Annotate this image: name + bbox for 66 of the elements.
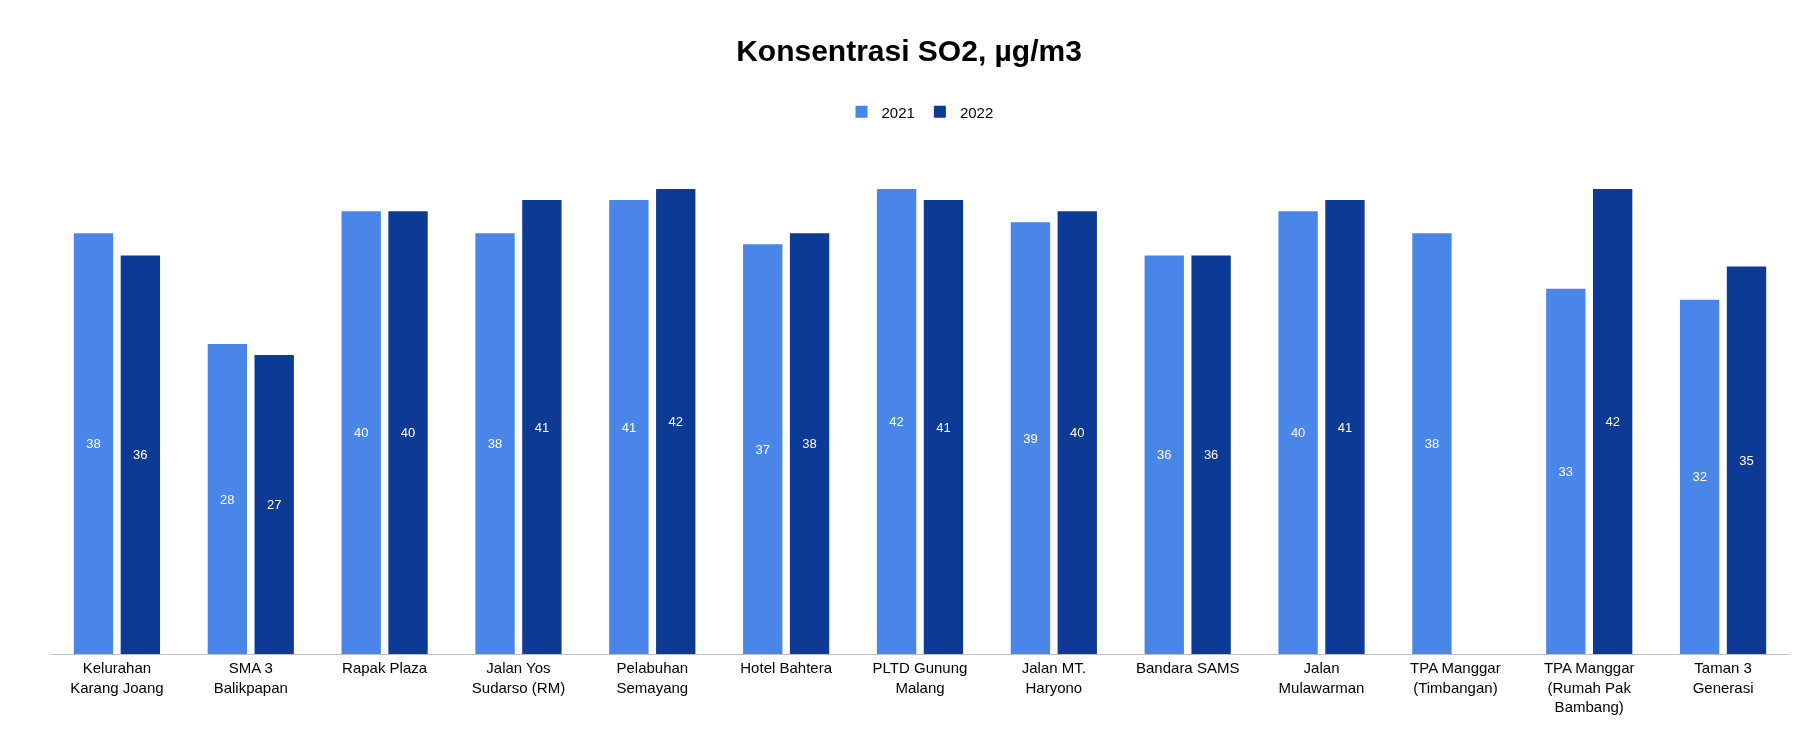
data-label: 38	[1424, 436, 1440, 452]
x-tick-label: Rapak Plaza	[342, 659, 428, 676]
data-label: 38	[487, 436, 503, 452]
bar	[254, 355, 294, 654]
data-label: 37	[755, 441, 770, 457]
bar	[656, 189, 696, 654]
bar	[1592, 189, 1633, 654]
bar	[522, 200, 562, 654]
bar	[388, 211, 428, 654]
bar	[1191, 255, 1231, 654]
bar	[1278, 211, 1318, 654]
bar	[609, 200, 649, 654]
x-tick-label: Jalan MT. Haryono	[1021, 659, 1086, 696]
x-tick-label: SMA 3 Balikpapan	[213, 659, 288, 696]
data-label: 39	[1023, 430, 1038, 446]
x-tick-label: TPA Manggar (Rumah Pak Bambang)	[1543, 659, 1635, 715]
data-label: 42	[668, 414, 683, 429]
x-tick-label: TPA Manggar (Timbangan)	[1410, 659, 1501, 696]
data-label: 41	[621, 419, 637, 435]
data-label: 41	[534, 419, 550, 435]
data-label: 40	[353, 425, 369, 441]
bar	[1010, 222, 1051, 654]
x-tick-label: Jalan Mulawarman	[1278, 659, 1365, 696]
data-label: 41	[1337, 419, 1353, 435]
data-label: 27	[266, 497, 282, 513]
data-label: 33	[1558, 463, 1574, 479]
bar	[876, 189, 917, 654]
data-label: 40	[400, 425, 416, 441]
bar	[120, 255, 161, 654]
data-label: 28	[220, 491, 235, 507]
data-label: 41	[936, 419, 951, 435]
x-tick-label: Bandara SAMS	[1135, 659, 1240, 676]
bar	[1412, 233, 1452, 654]
chart-title: Konsentrasi SO2, µg/m3	[736, 33, 1082, 67]
x-tick-label: Pelabuhan Semayang	[616, 659, 689, 696]
data-label: 36	[1157, 447, 1172, 463]
bar	[1144, 255, 1184, 654]
bar	[743, 244, 783, 654]
data-label: 42	[889, 414, 904, 429]
data-label: 36	[1203, 447, 1219, 463]
bar	[789, 233, 830, 654]
bar	[1726, 266, 1767, 654]
legend-label: 2022	[959, 103, 994, 121]
bar	[1325, 200, 1365, 654]
data-label: 36	[133, 447, 148, 463]
data-label: 40	[1290, 425, 1306, 441]
legend-label: 2021	[881, 103, 915, 121]
bar	[341, 211, 381, 654]
bar	[1679, 299, 1720, 654]
bar	[923, 200, 964, 654]
x-tick-label: Taman 3 Generasi	[1692, 659, 1754, 696]
data-label: 32	[1692, 469, 1707, 485]
bar	[73, 233, 114, 654]
x-tick-label: Kelurahan Karang Joang	[70, 659, 164, 696]
bar	[475, 233, 515, 654]
data-label: 35	[1739, 452, 1754, 468]
data-label: 38	[86, 436, 101, 452]
bar	[207, 344, 248, 654]
data-label: 38	[802, 436, 817, 452]
data-label: 42	[1605, 414, 1620, 429]
x-tick-label: Hotel Bahtera	[740, 659, 833, 676]
bar	[1546, 288, 1586, 654]
x-tick-label: Jalan Yos Sudarso (RM)	[471, 659, 566, 696]
bar	[1057, 211, 1097, 654]
x-tick-label: PLTD Gunung Malang	[872, 659, 968, 696]
data-label: 40	[1070, 425, 1085, 441]
